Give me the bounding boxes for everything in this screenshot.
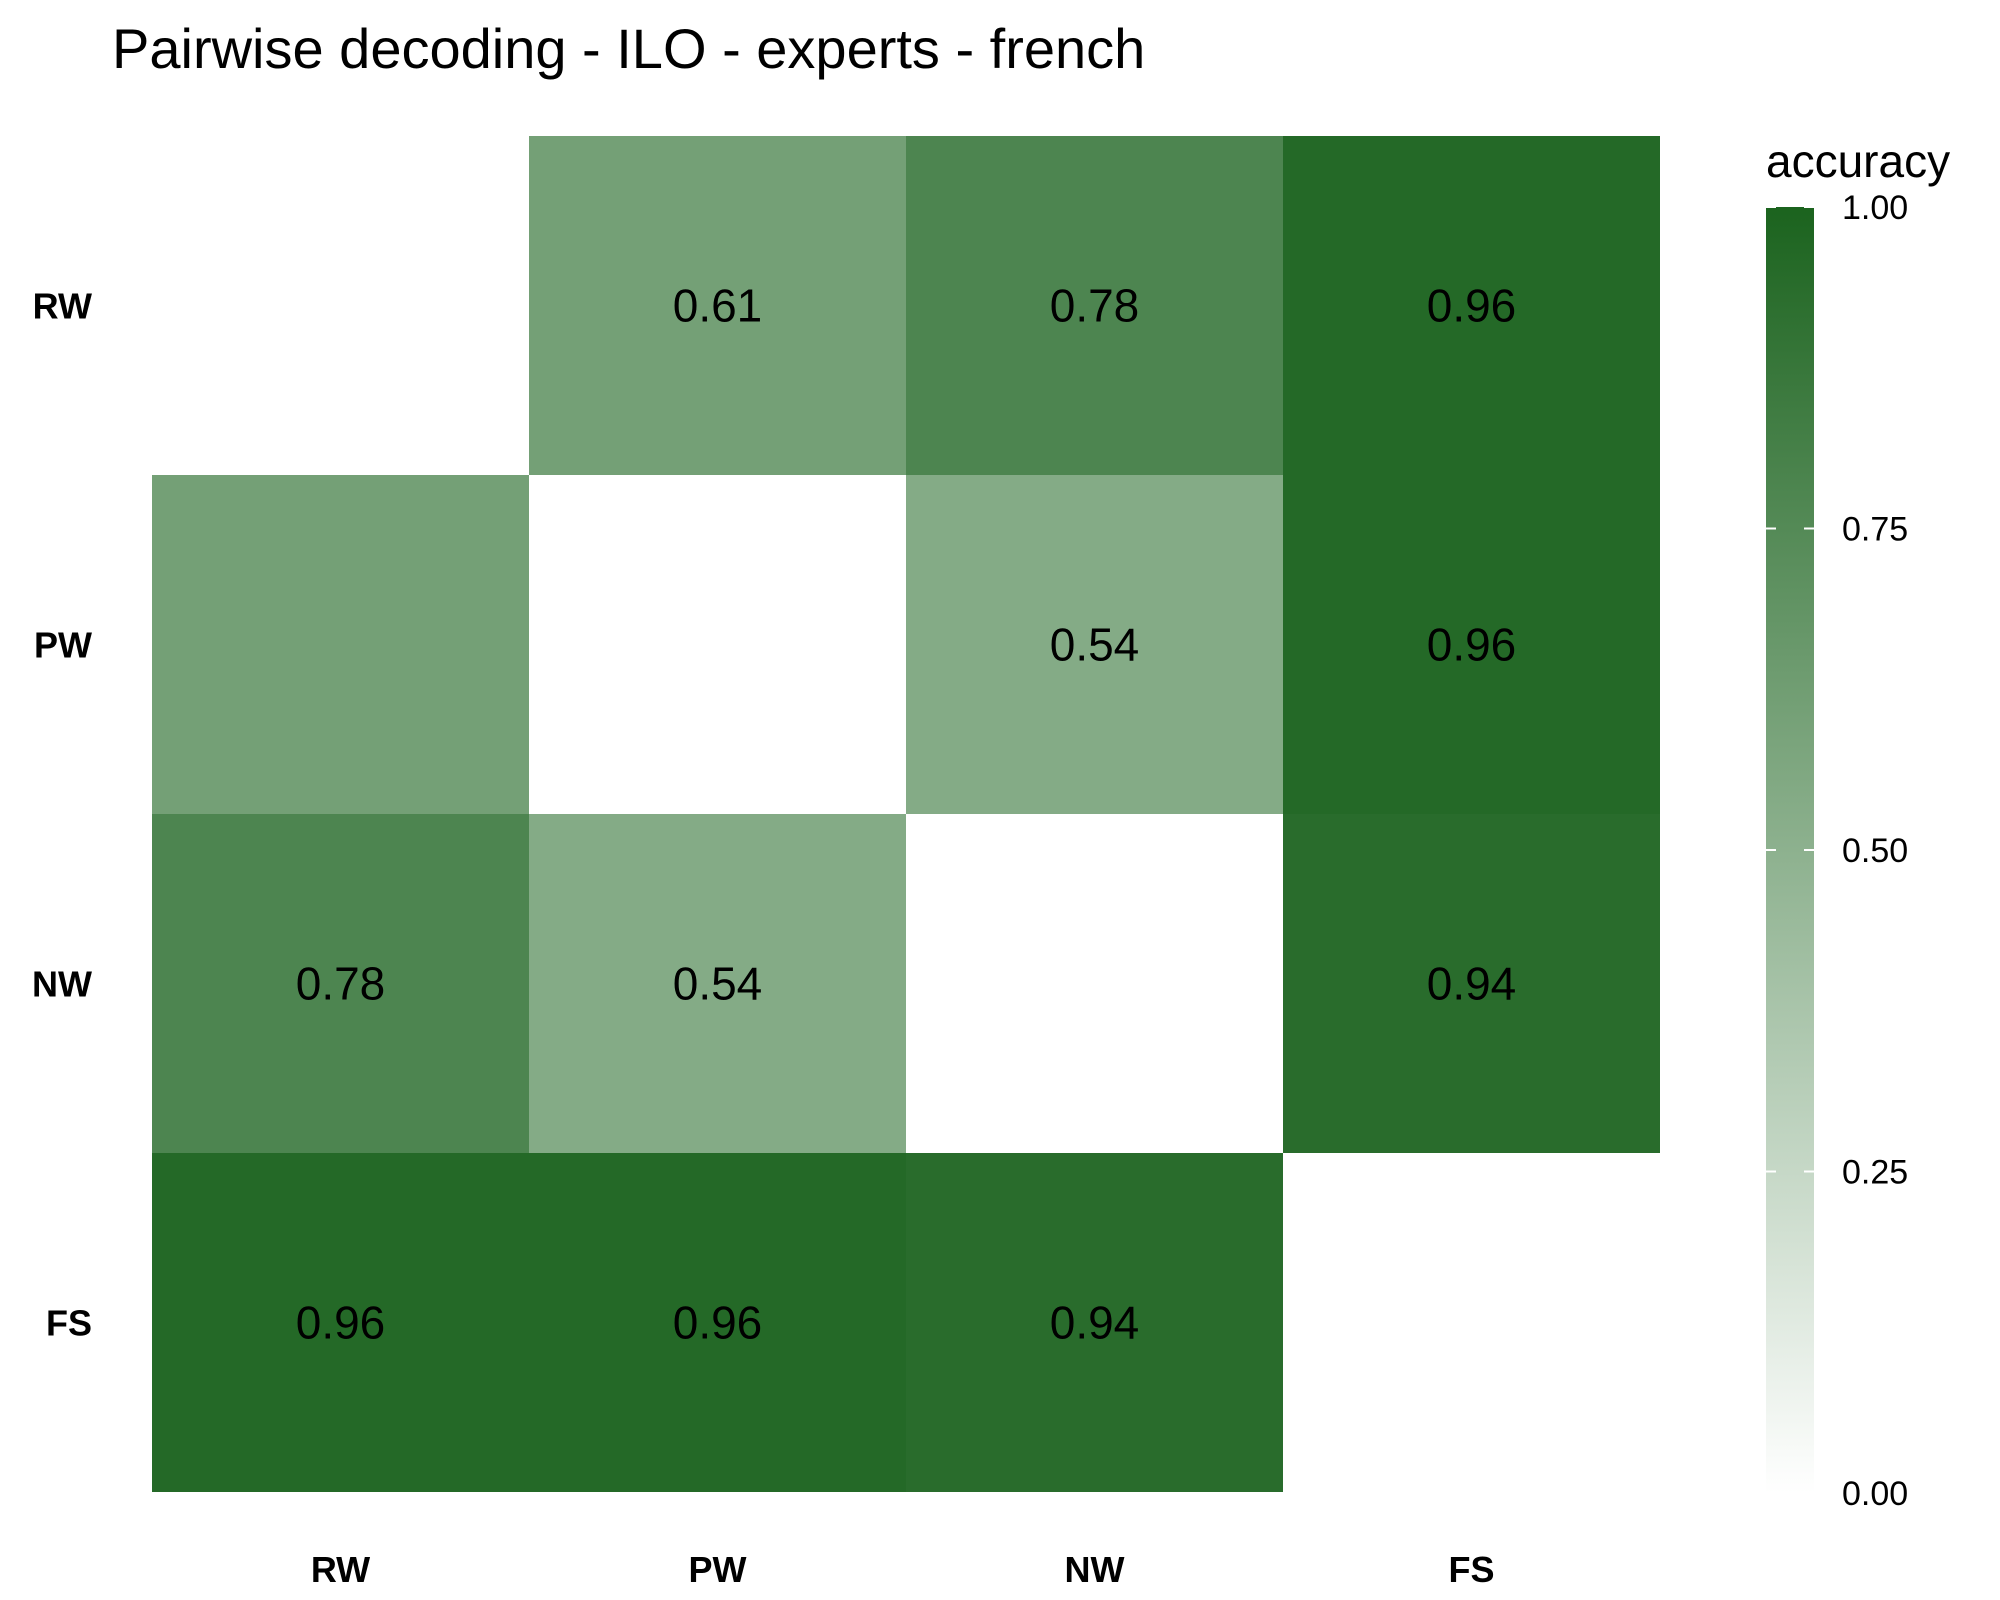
cell-value-label: 0.94	[1427, 958, 1517, 1010]
x-tick-label: FS	[1448, 1549, 1494, 1590]
x-tick-label: NW	[1065, 1549, 1125, 1590]
y-tick-label: RW	[33, 286, 92, 327]
heatmap-cells	[152, 136, 1660, 1492]
legend-title: accuracy	[1766, 135, 1951, 187]
cell-value-label: 0.96	[1427, 280, 1517, 332]
chart-title: Pairwise decoding - ILO - experts - fren…	[112, 17, 1146, 80]
y-axis-ticks: RW PW NW FS	[32, 286, 92, 1344]
color-legend: 1.00 0.75 0.50 0.25 0.00	[1766, 189, 1908, 1513]
heatmap-cell-rw-pw	[529, 136, 906, 475]
cell-value-label: 0.61	[673, 280, 763, 332]
cell-value-label: 0.96	[1427, 619, 1517, 671]
heatmap-cell-fs-pw	[529, 1153, 906, 1492]
y-tick-label: FS	[46, 1303, 92, 1344]
y-tick-label: PW	[34, 625, 92, 666]
legend-tick-label: 0.00	[1842, 1475, 1908, 1513]
heatmap-cell-fs-nw	[906, 1153, 1283, 1492]
heatmap-cell-nw-pw	[529, 814, 906, 1153]
legend-ticks: 1.00 0.75 0.50 0.25 0.00	[1766, 189, 1908, 1513]
legend-tick-label: 0.25	[1842, 1154, 1908, 1192]
x-axis-ticks: RW PW NW FS	[311, 1549, 1495, 1590]
heatmap-cell-fs-rw	[152, 1153, 529, 1492]
heatmap-cell-labels: 0.61 0.78 0.96 0.54 0.96 0.78 0.54 0.94 0.96 0.96…	[296, 280, 1517, 1349]
y-tick-label: NW	[32, 964, 92, 1005]
cell-value-label: 0.96	[673, 1297, 763, 1349]
heatmap-cell-rw-nw	[906, 136, 1283, 475]
legend-tick-label: 0.50	[1842, 832, 1908, 870]
heatmap-cell-pw-rw	[152, 475, 529, 814]
heatmap-cell-pw-fs	[1283, 475, 1660, 814]
cell-value-label: 0.94	[1050, 1297, 1140, 1349]
cell-value-label: 0.78	[1050, 280, 1140, 332]
cell-value-label: 0.54	[1050, 619, 1140, 671]
cell-value-label: 0.54	[673, 958, 763, 1010]
cell-value-label: 0.78	[296, 958, 386, 1010]
heatmap-cell-pw-nw	[906, 475, 1283, 814]
legend-tick-label: 1.00	[1842, 189, 1908, 227]
x-tick-label: PW	[689, 1549, 747, 1590]
cell-value-label: 0.96	[296, 1297, 386, 1349]
heatmap-cell-rw-fs	[1283, 136, 1660, 475]
heatmap-cell-nw-rw	[152, 814, 529, 1153]
heatmap-cell-nw-fs	[1283, 814, 1660, 1153]
legend-tick-label: 0.75	[1842, 511, 1908, 549]
x-tick-label: RW	[311, 1549, 370, 1590]
